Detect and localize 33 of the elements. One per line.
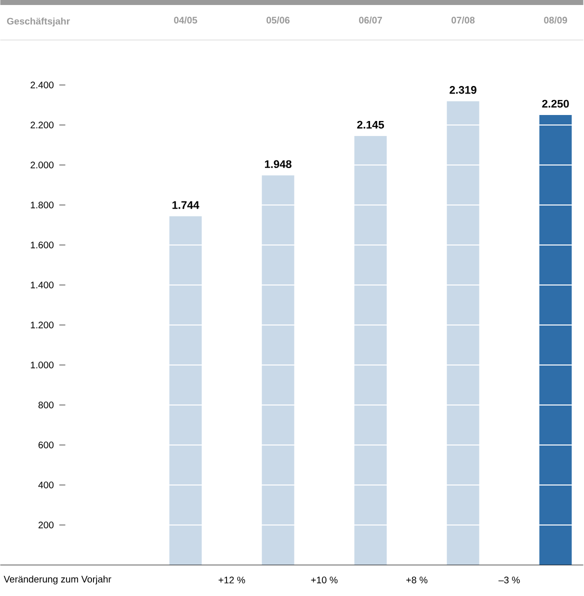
- bar: [446, 101, 480, 565]
- x-tick-label: 08/09: [544, 16, 568, 24]
- x-tick-label: 05/06: [266, 16, 290, 24]
- x-tick-label: 07/08: [452, 16, 475, 24]
- y-tick-label: 1.000: [30, 362, 54, 368]
- y-tick-label: 2.400: [30, 82, 54, 88]
- data-label: 2.250: [542, 100, 569, 108]
- y-tick-label: 1.600: [30, 242, 54, 248]
- data-label: 1.948: [265, 160, 292, 168]
- x-tick-label: 06/07: [359, 16, 382, 24]
- y-tick-label: 2.000: [30, 162, 54, 168]
- y-tick-label: 1.200: [30, 322, 54, 328]
- y-tick-label: 1.400: [30, 282, 54, 288]
- y-tick-label: 600: [38, 442, 54, 448]
- x-tick-label: 04/05: [174, 16, 198, 24]
- y-tick-label: 1.800: [30, 202, 54, 208]
- text: +10 %: [311, 576, 338, 584]
- data-label: 2.145: [357, 120, 384, 129]
- y-tick-label: 200: [38, 522, 54, 528]
- text: +12 %: [218, 576, 246, 584]
- y-tick-label: 800: [38, 402, 54, 408]
- text: –3 %: [498, 576, 520, 584]
- y-tick-label: 2.200: [30, 122, 54, 128]
- bar: [169, 216, 202, 565]
- x-axis-title: Geschäftsjahr: [7, 18, 70, 26]
- text: +8 %: [406, 576, 428, 584]
- data-label: 2.319: [450, 86, 477, 94]
- text: Veränderung zum Vorjahr: [4, 576, 112, 584]
- bar: [262, 175, 294, 565]
- bar: [354, 136, 387, 565]
- data-label: 1.744: [172, 201, 200, 209]
- bar: [539, 114, 572, 565]
- y-tick-label: 400: [38, 482, 54, 488]
